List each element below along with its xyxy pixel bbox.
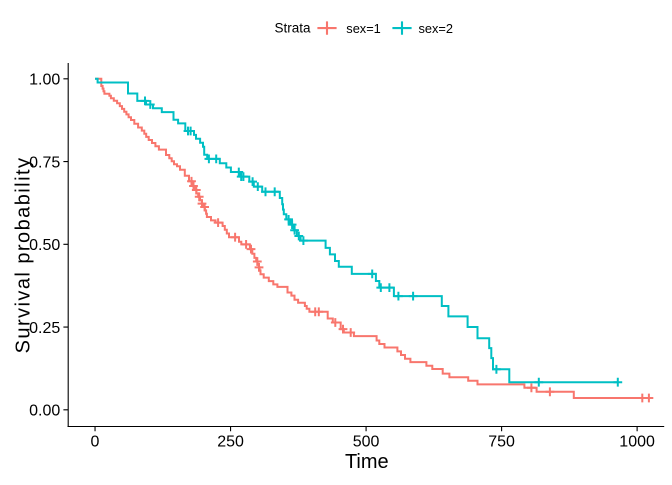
svg-text:500: 500 xyxy=(353,433,380,450)
svg-text:sex=1: sex=1 xyxy=(346,21,381,36)
svg-text:750: 750 xyxy=(488,433,515,450)
svg-text:0.50: 0.50 xyxy=(29,237,60,254)
svg-text:1.00: 1.00 xyxy=(29,72,60,89)
svg-text:Time: Time xyxy=(345,451,389,473)
svg-text:Strata: Strata xyxy=(275,20,312,35)
svg-text:sex=2: sex=2 xyxy=(419,21,454,36)
svg-text:0: 0 xyxy=(91,433,100,450)
svg-text:0.75: 0.75 xyxy=(29,154,60,171)
svg-text:Survival probability: Survival probability xyxy=(13,157,35,354)
svg-text:0.25: 0.25 xyxy=(29,320,60,337)
svg-text:250: 250 xyxy=(217,433,244,450)
svg-text:0.00: 0.00 xyxy=(29,403,60,420)
svg-text:1000: 1000 xyxy=(619,433,655,450)
